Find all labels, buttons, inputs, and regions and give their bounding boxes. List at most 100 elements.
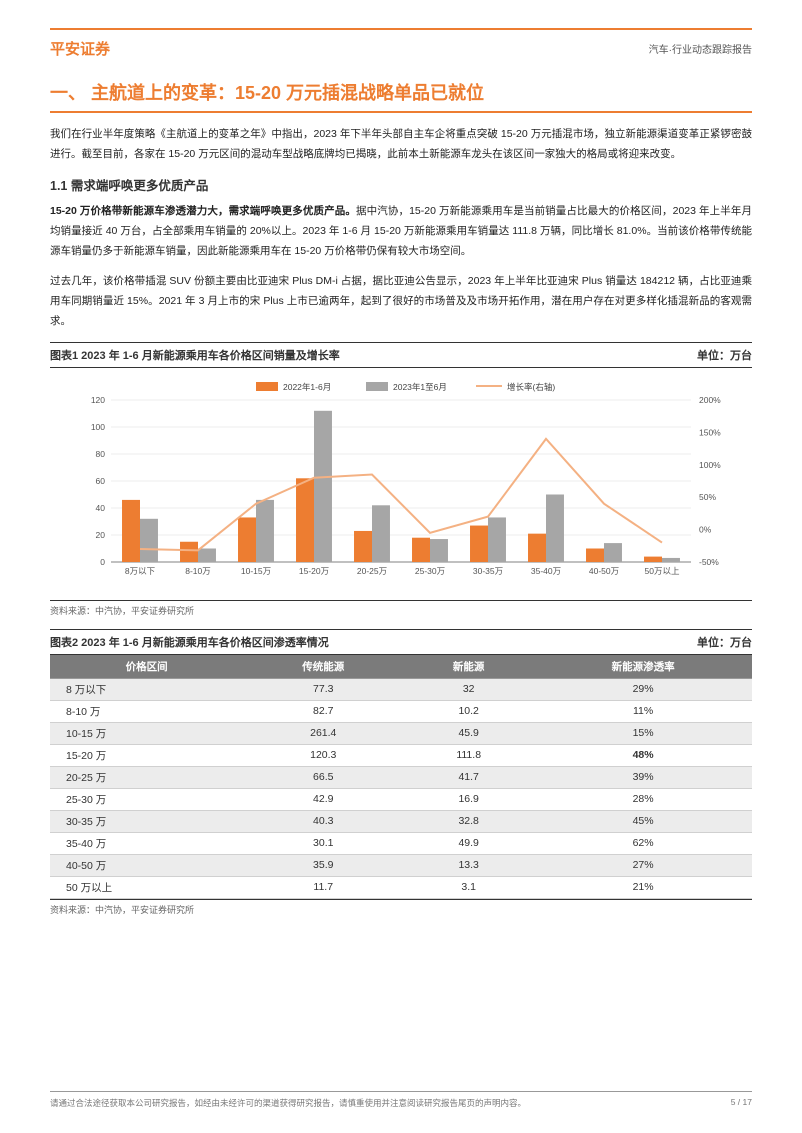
table-row: 15-20 万120.3111.848% (50, 744, 752, 766)
table-row: 40-50 万35.913.327% (50, 854, 752, 876)
table-cell: 82.7 (243, 700, 403, 722)
table-cell: 16.9 (403, 788, 534, 810)
svg-text:0%: 0% (699, 524, 712, 534)
svg-text:40: 40 (96, 503, 106, 513)
table-cell: 50 万以上 (50, 876, 243, 898)
chart1-svg: 2022年1-6月 2023年1至6月 增长率(右轴) 0 20 40 60 80 100 120… (50, 376, 752, 596)
table-cell: 11% (534, 700, 752, 722)
svg-text:20-25万: 20-25万 (357, 566, 387, 576)
table-cell: 10.2 (403, 700, 534, 722)
top-accent-border (50, 28, 752, 30)
table-header-cell: 传统能源 (243, 655, 403, 679)
table-cell: 40.3 (243, 810, 403, 832)
page-number: 5 / 17 (731, 1097, 752, 1109)
page-header: 平安证券 汽车·行业动态跟踪报告 (50, 38, 752, 59)
svg-text:200%: 200% (699, 395, 721, 405)
table-row: 8 万以下77.33229% (50, 678, 752, 700)
chart2-source: 资料来源：中汽协，平安证券研究所 (50, 899, 752, 916)
svg-text:35-40万: 35-40万 (531, 566, 561, 576)
table-cell: 30.1 (243, 832, 403, 854)
table-cell: 3.1 (403, 876, 534, 898)
table-cell: 13.3 (403, 854, 534, 876)
table-cell: 8 万以下 (50, 678, 243, 700)
table-row: 50 万以上11.73.121% (50, 876, 752, 898)
table-cell: 15-20 万 (50, 744, 243, 766)
table-cell: 35-40 万 (50, 832, 243, 854)
table-cell: 39% (534, 766, 752, 788)
table-header-cell: 新能源 (403, 655, 534, 679)
para2-bold: 15-20 万价格带新能源车渗透潜力大，需求端呼唤更多优质产品。 (50, 205, 356, 217)
table-cell: 21% (534, 876, 752, 898)
svg-text:150%: 150% (699, 427, 721, 437)
table-row: 8-10 万82.710.211% (50, 700, 752, 722)
table-cell: 30-35 万 (50, 810, 243, 832)
paragraph-3: 过去几年，该价格带插混 SUV 份额主要由比亚迪宋 Plus DM-i 占据，据… (50, 272, 752, 332)
chart1-unit: 单位：万台 (697, 347, 752, 363)
table-row: 30-35 万40.332.845% (50, 810, 752, 832)
table-cell: 25-30 万 (50, 788, 243, 810)
table-cell: 41.7 (403, 766, 534, 788)
svg-text:10-15万: 10-15万 (241, 566, 271, 576)
svg-text:20: 20 (96, 530, 106, 540)
svg-text:30-35万: 30-35万 (473, 566, 503, 576)
svg-text:8万以下: 8万以下 (125, 566, 156, 576)
table-cell: 8-10 万 (50, 700, 243, 722)
svg-text:80: 80 (96, 449, 106, 459)
table-header-cell: 价格区间 (50, 655, 243, 679)
table-cell: 49.9 (403, 832, 534, 854)
svg-text:40-50万: 40-50万 (589, 566, 619, 576)
svg-text:25-30万: 25-30万 (415, 566, 445, 576)
svg-text:2023年1至6月: 2023年1至6月 (393, 382, 447, 392)
svg-text:50%: 50% (699, 492, 716, 502)
table-header-cell: 新能源渗透率 (534, 655, 752, 679)
table-cell: 29% (534, 678, 752, 700)
table-row: 25-30 万42.916.928% (50, 788, 752, 810)
table-cell: 77.3 (243, 678, 403, 700)
svg-text:2022年1-6月: 2022年1-6月 (283, 382, 331, 392)
table-cell: 45% (534, 810, 752, 832)
svg-text:0: 0 (100, 557, 105, 567)
subsection-1-1: 1.1 需求端呼唤更多优质产品 (50, 175, 752, 194)
svg-text:-50%: -50% (699, 557, 719, 567)
table-cell: 45.9 (403, 722, 534, 744)
table-row: 20-25 万66.541.739% (50, 766, 752, 788)
table-row: 10-15 万261.445.915% (50, 722, 752, 744)
table-cell: 11.7 (243, 876, 403, 898)
svg-text:8-10万: 8-10万 (185, 566, 211, 576)
table-cell: 42.9 (243, 788, 403, 810)
paragraph-2: 15-20 万价格带新能源车渗透潜力大，需求端呼唤更多优质产品。据中汽协，15-… (50, 202, 752, 262)
brand-name: 平安证券 (50, 38, 110, 59)
svg-text:120: 120 (91, 395, 105, 405)
paragraph-intro: 我们在行业半年度策略《主航道上的变革之年》中指出，2023 年下半年头部自主车企… (50, 125, 752, 165)
svg-text:60: 60 (96, 476, 106, 486)
table-cell: 62% (534, 832, 752, 854)
table-cell: 261.4 (243, 722, 403, 744)
penetration-table: 价格区间传统能源新能源新能源渗透率8 万以下77.33229%8-10 万82.… (50, 655, 752, 899)
section-title: 一、 主航道上的变革：15-20 万元插混战略单品已就位 (50, 79, 752, 113)
table-cell: 27% (534, 854, 752, 876)
chart2-unit: 单位：万台 (697, 634, 752, 650)
table-cell: 48% (534, 744, 752, 766)
table-cell: 28% (534, 788, 752, 810)
chart2-title-row: 图表2 2023 年 1-6 月新能源乘用车各价格区间渗透率情况 单位：万台 (50, 629, 752, 655)
page-footer: 请通过合法途径获取本公司研究报告，如经由未经许可的渠道获得研究报告，请慎重使用并… (50, 1091, 752, 1109)
svg-text:100%: 100% (699, 459, 721, 469)
table-cell: 66.5 (243, 766, 403, 788)
table-cell: 10-15 万 (50, 722, 243, 744)
header-category: 汽车·行业动态跟踪报告 (649, 41, 752, 56)
footer-disclaimer: 请通过合法途径获取本公司研究报告，如经由未经许可的渠道获得研究报告，请慎重使用并… (50, 1097, 526, 1109)
table-cell: 15% (534, 722, 752, 744)
table-cell: 120.3 (243, 744, 403, 766)
svg-text:15-20万: 15-20万 (299, 566, 329, 576)
svg-text:50万以上: 50万以上 (645, 566, 680, 576)
chart1-source: 资料来源：中汽协，平安证券研究所 (50, 600, 752, 617)
svg-text:100: 100 (91, 422, 105, 432)
table-cell: 111.8 (403, 744, 534, 766)
table-row: 35-40 万30.149.962% (50, 832, 752, 854)
chart2-title: 图表2 2023 年 1-6 月新能源乘用车各价格区间渗透率情况 (50, 634, 329, 650)
table-cell: 40-50 万 (50, 854, 243, 876)
chart1-container: 2022年1-6月 2023年1至6月 增长率(右轴) 0 20 40 60 80 100 120… (50, 376, 752, 596)
chart1-title: 图表1 2023 年 1-6 月新能源乘用车各价格区间销量及增长率 (50, 347, 340, 363)
table-cell: 32.8 (403, 810, 534, 832)
svg-text:增长率(右轴): 增长率(右轴) (507, 382, 555, 392)
